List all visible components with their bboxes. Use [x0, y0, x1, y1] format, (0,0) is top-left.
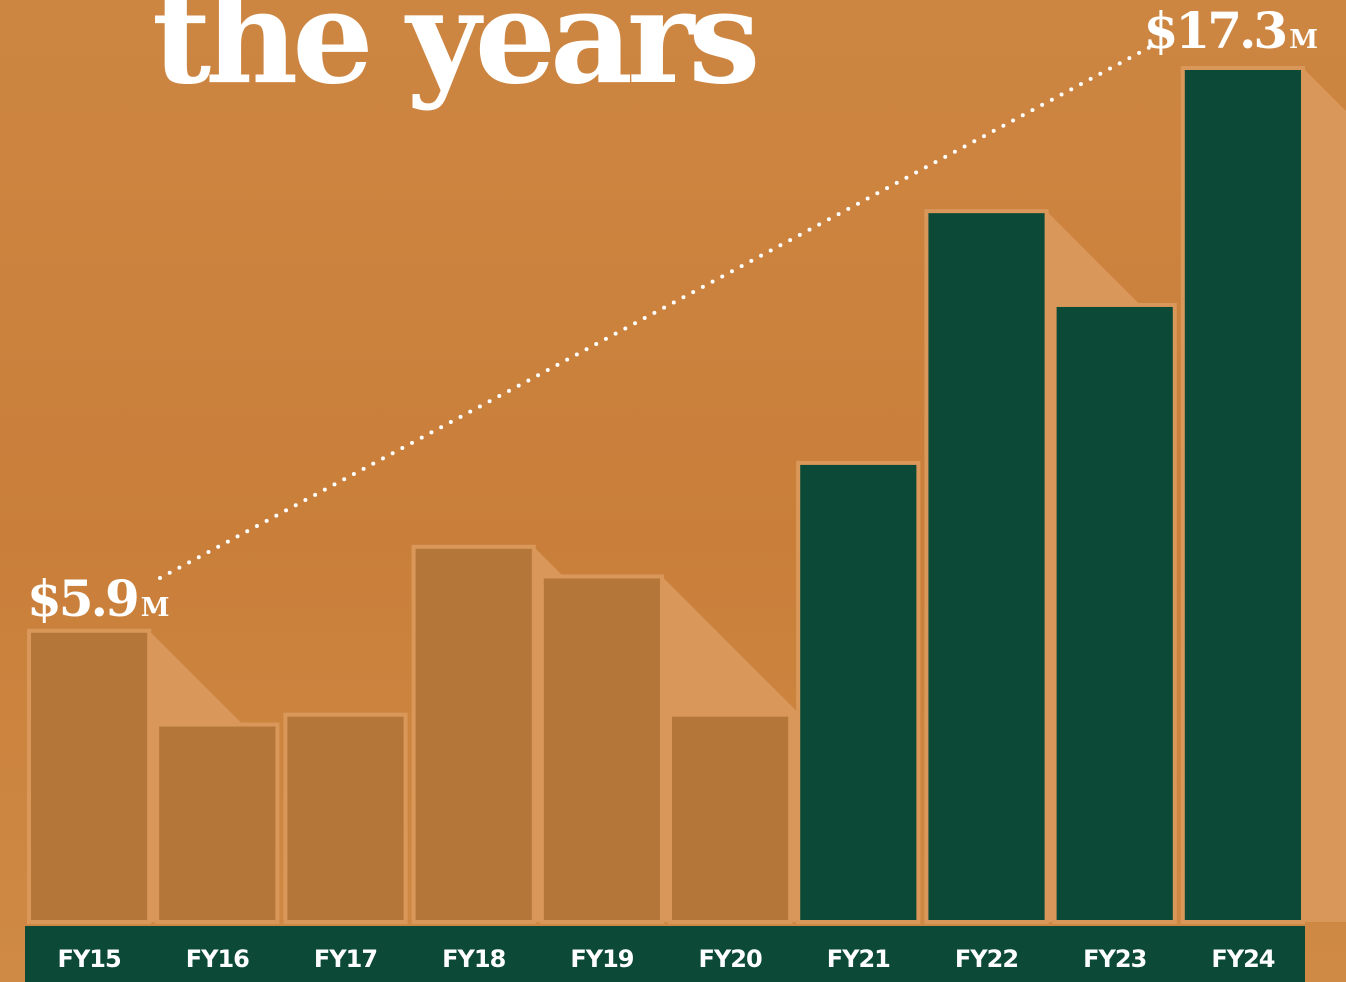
x-tick-label: FY24	[1211, 945, 1274, 973]
chart-title: the years	[152, 0, 755, 113]
bar	[1052, 302, 1177, 924]
bar	[924, 209, 1049, 924]
bar-shadow	[1303, 68, 1346, 922]
bar	[539, 574, 664, 924]
bar	[27, 628, 152, 925]
x-tick-label: FY21	[827, 945, 890, 973]
x-tick-label: FY20	[699, 945, 762, 973]
bar	[155, 722, 280, 924]
trend-dots	[158, 44, 1154, 580]
value-label: $5.9 M	[27, 569, 170, 628]
x-tick-label: FY15	[58, 945, 121, 973]
bar	[411, 544, 536, 925]
category-band	[25, 926, 1305, 982]
bar	[283, 712, 408, 925]
x-tick-label: FY23	[1083, 945, 1146, 973]
value-label: $17.3 M	[1144, 1, 1318, 60]
x-tick-label: FY18	[442, 945, 505, 973]
bars	[27, 66, 1306, 925]
x-tick-label: FY19	[570, 945, 633, 973]
bar	[668, 712, 793, 925]
bar	[796, 460, 921, 924]
bar	[1180, 66, 1306, 924]
x-tick-label: FY17	[314, 945, 377, 973]
x-tick-label: FY22	[955, 945, 1018, 973]
x-tick-label: FY16	[186, 945, 249, 973]
